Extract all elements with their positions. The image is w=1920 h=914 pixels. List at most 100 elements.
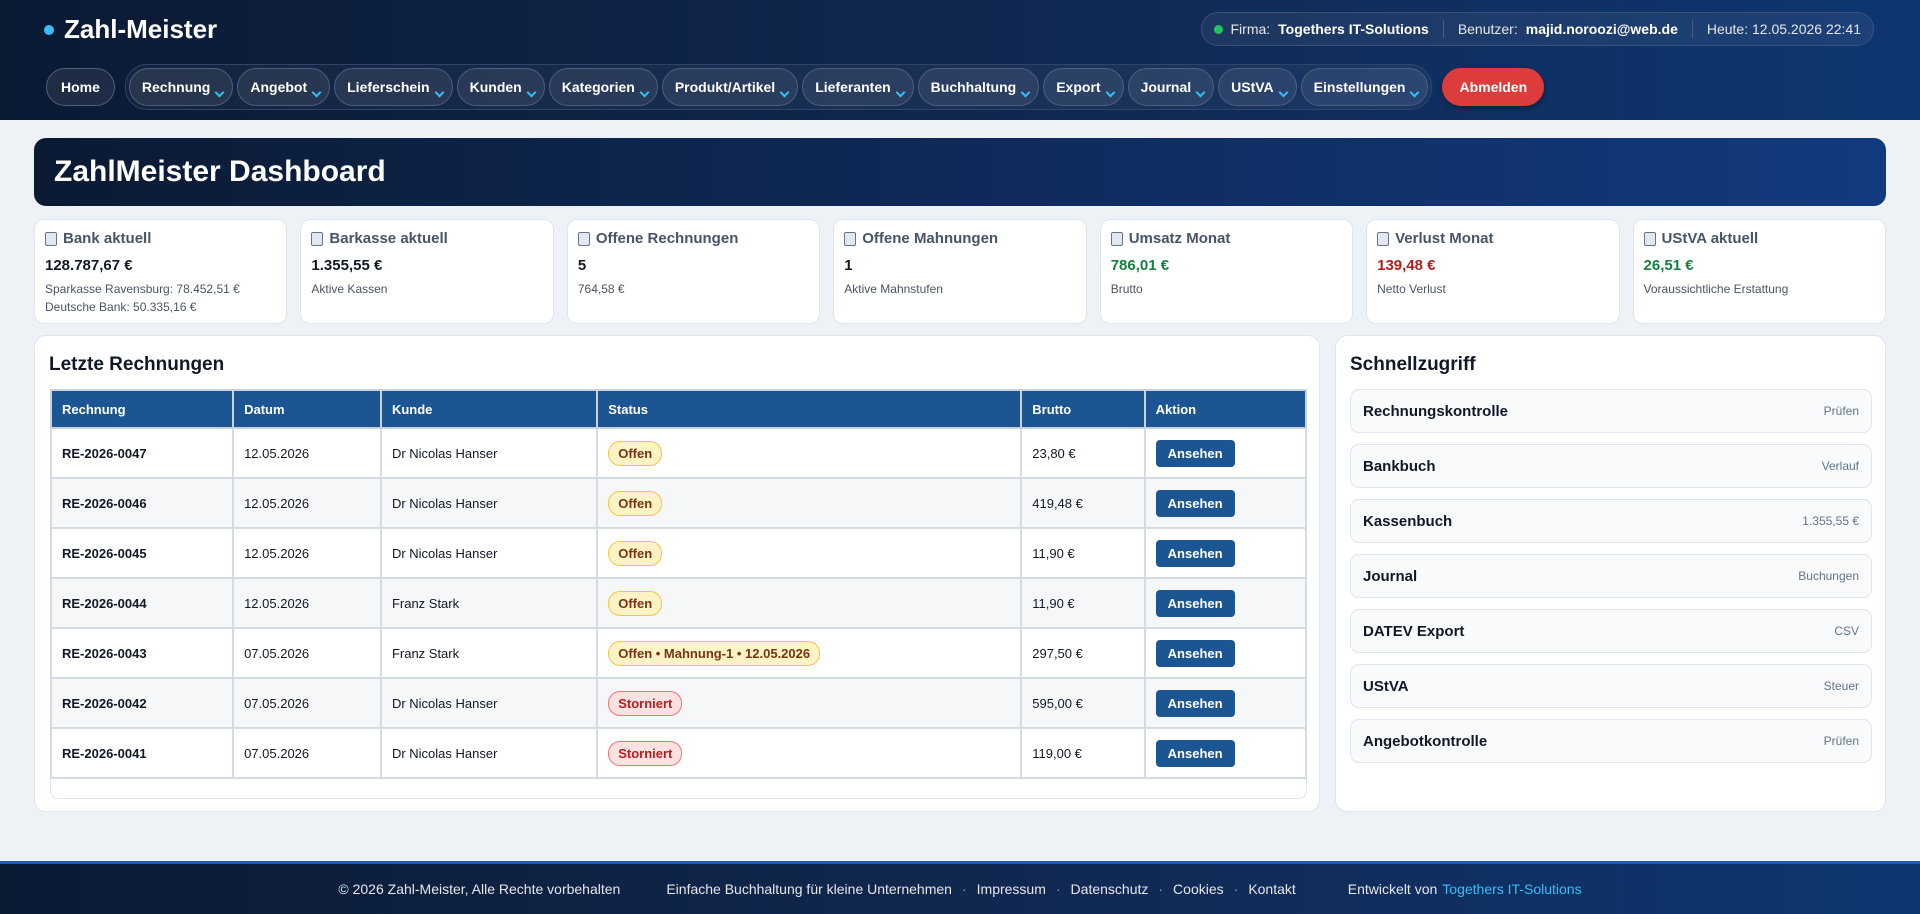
invoice-table: Rechnung Datum Kunde Status Brutto Aktion RE-2… — [49, 389, 1308, 779]
action-cell: Ansehen — [1143, 677, 1308, 729]
logout-button[interactable]: Abmelden — [1442, 68, 1545, 106]
invoice-date: 12.05.2026 — [232, 577, 382, 629]
invoice-gross: 23,80 € — [1020, 427, 1146, 479]
invoice-row: RE-2026-0047 12.05.2026 Dr Nicolas Hanser O… — [49, 427, 1308, 479]
status-cell: Offen — [596, 427, 1023, 479]
dev-label: Entwickelt von — [1347, 881, 1438, 897]
status-badge: Offen — [608, 590, 663, 616]
status-cell: Storniert — [596, 727, 1023, 779]
invoice-number: RE-2026-0044 — [49, 577, 235, 629]
invoice-number: RE-2026-0043 — [49, 627, 235, 679]
view-button[interactable]: Ansehen — [1155, 439, 1235, 467]
status-cell: Offen — [596, 527, 1023, 579]
column-header: Datum — [232, 389, 382, 429]
quick-item[interactable]: Kassenbuch 1.355,55 € — [1350, 499, 1872, 543]
quick-hint: Steuer — [1823, 679, 1859, 693]
quick-item[interactable]: Bankbuch Verlauf — [1350, 444, 1872, 488]
quick-item[interactable]: UStVA Steuer — [1350, 664, 1872, 708]
nav-item[interactable]: Kunden — [456, 68, 545, 106]
stat-card: UStVA aktuell 26,51 € Voraussichtliche Ers… — [1632, 219, 1886, 324]
quick-hint: Prüfen — [1823, 734, 1859, 748]
brand[interactable]: Zahl-Meister — [44, 14, 217, 45]
quick-hint: 1.355,55 € — [1802, 514, 1859, 528]
panel-title: Letzte Rechnungen — [49, 354, 225, 375]
card-detail: Netto Verlust — [1377, 282, 1446, 296]
invoice-number: RE-2026-0046 — [49, 477, 235, 529]
quick-item[interactable]: Journal Buchungen — [1350, 554, 1872, 598]
stat-card: Offene Rechnungen 5 764,58 € — [566, 219, 821, 324]
invoice-gross: 419,48 € — [1020, 477, 1146, 529]
nav-item[interactable]: Buchhaltung — [917, 68, 1040, 106]
nav-group: Rechnung Angebot Lieferschein Kunden Kategor… — [124, 64, 1433, 110]
status-cell: Offen — [596, 477, 1023, 529]
status-badge: Offen — [608, 540, 663, 566]
tagline: Einfache Buchhaltung für kleine Unterneh… — [666, 881, 952, 897]
card-title: Offene Mahnungen — [862, 230, 999, 247]
view-button[interactable]: Ansehen — [1155, 689, 1235, 717]
invoice-row: RE-2026-0043 07.05.2026 Franz Stark Offen •… — [49, 627, 1308, 679]
view-button[interactable]: Ansehen — [1155, 639, 1235, 667]
card-detail: Voraussichtliche Erstattung — [1643, 282, 1789, 296]
footer-link[interactable]: Impressum — [976, 881, 1046, 897]
action-cell: Ansehen — [1143, 727, 1308, 779]
dev-link[interactable]: Togethers IT-Solutions — [1442, 881, 1582, 897]
footer-link[interactable]: Kontakt — [1248, 881, 1296, 897]
column-header: Brutto — [1020, 389, 1146, 429]
nav-item[interactable]: Journal — [1127, 68, 1215, 106]
stat-card: Barkasse aktuell 1.355,55 € Aktive Kassen — [300, 219, 554, 324]
footer-link[interactable]: Datenschutz — [1070, 881, 1149, 897]
nav-item[interactable]: Einstellungen — [1300, 68, 1429, 106]
quick-item[interactable]: Rechnungskontrolle Prüfen — [1350, 389, 1872, 433]
footer-link[interactable]: Cookies — [1173, 881, 1224, 897]
card-title-row: Barkasse aktuell — [311, 230, 542, 247]
benutzer-label: Benutzer: — [1457, 21, 1518, 37]
column-header: Status — [596, 389, 1023, 429]
footer: © 2026 Zahl-Meister, Alle Rechte vorbeha… — [0, 861, 1920, 914]
column-header: Rechnung — [49, 389, 235, 429]
card-title: Umsatz Monat — [1128, 230, 1231, 247]
invoice-customer: Dr Nicolas Hanser — [379, 477, 599, 529]
nav-item[interactable]: UStVA — [1218, 68, 1297, 106]
brand-name: Zahl-Meister — [64, 14, 218, 44]
invoice-row: RE-2026-0044 12.05.2026 Franz Stark Offen 11… — [49, 577, 1308, 629]
nav-item[interactable]: Rechnung — [128, 68, 234, 106]
view-button[interactable]: Ansehen — [1155, 739, 1235, 767]
quick-label: DATEV Export — [1363, 622, 1465, 640]
quick-item[interactable]: DATEV Export CSV — [1350, 609, 1872, 653]
invoice-customer: Franz Stark — [379, 627, 599, 679]
card-icon — [577, 231, 590, 246]
panel-title: Schnellzugriff — [1350, 354, 1476, 375]
action-cell: Ansehen — [1143, 527, 1308, 579]
quick-label: UStVA — [1363, 677, 1409, 695]
quick-label: Angebotkontrolle — [1363, 732, 1488, 750]
nav-item[interactable]: Lieferschein — [334, 68, 453, 106]
card-title: UStVA aktuell — [1661, 230, 1759, 247]
card-detail: Aktive Kassen — [311, 282, 388, 296]
card-title: Bank aktuell — [63, 230, 152, 247]
stat-card: Umsatz Monat 786,01 € Brutto — [1099, 219, 1354, 324]
status-cell: Storniert — [596, 677, 1023, 729]
nav-item[interactable]: Export — [1043, 68, 1124, 106]
invoice-customer: Franz Stark — [379, 577, 599, 629]
card-value: 128.787,67 € — [45, 257, 133, 274]
quick-label: Journal — [1363, 567, 1418, 585]
card-value: 139,48 € — [1377, 257, 1436, 274]
card-title-row: Bank aktuell — [45, 230, 276, 247]
nav-item[interactable]: Kategorien — [548, 68, 658, 106]
action-cell: Ansehen — [1143, 477, 1308, 529]
view-button[interactable]: Ansehen — [1155, 489, 1235, 517]
firma: Togethers IT-Solutions — [1278, 21, 1429, 37]
view-button[interactable]: Ansehen — [1155, 539, 1235, 567]
nav-item[interactable]: Angebot — [237, 68, 331, 106]
status-bar: Firma: Togethers IT-Solutions Benutzer: … — [1200, 12, 1874, 46]
quick-item[interactable]: Angebotkontrolle Prüfen — [1350, 719, 1872, 763]
nav-item[interactable]: Lieferanten — [802, 68, 914, 106]
nav-item[interactable]: Produkt/Artikel — [661, 68, 799, 106]
stat-card: Verlust Monat 139,48 € Netto Verlust — [1366, 219, 1620, 324]
card-icon — [311, 231, 324, 246]
nav-home[interactable]: Home — [46, 68, 115, 106]
benutzer: majid.noroozi@web.de — [1525, 21, 1678, 37]
invoice-row: RE-2026-0045 12.05.2026 Dr Nicolas Hanser O… — [49, 527, 1308, 579]
view-button[interactable]: Ansehen — [1155, 589, 1235, 617]
